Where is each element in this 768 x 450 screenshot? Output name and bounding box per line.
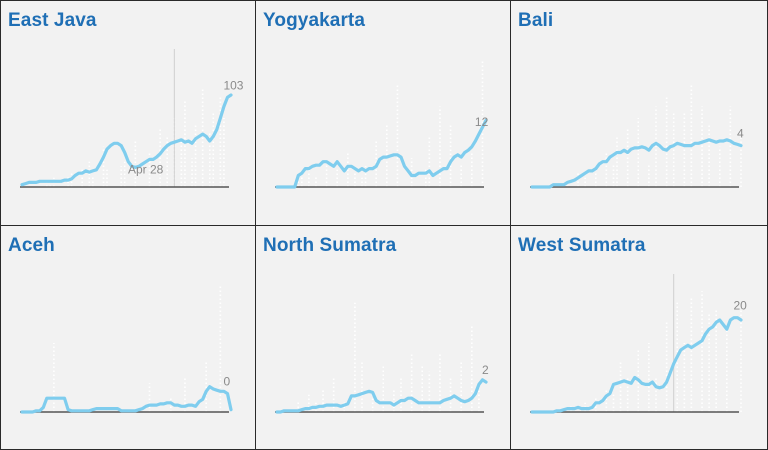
panel-title: East Java [8,10,97,31]
value-label: 20 [733,299,747,313]
chart-west-sumatra: 20 [530,274,747,414]
trend-line [530,138,743,189]
chart-yogyakarta: 12 [275,60,489,189]
panel-east-java: East Java 103 Apr 28 [0,0,256,226]
panel-title: West Sumatra [518,235,646,256]
chart-aceh: 0 [20,285,233,414]
value-label: 103 [223,78,243,92]
trend-line [275,118,488,189]
panel-north-sumatra: North Sumatra 2 [255,225,511,450]
panel-title: Aceh [8,235,55,256]
trend-line [275,378,488,414]
trend-line [20,385,233,414]
panel-title: North Sumatra [263,235,397,256]
panel-title: Bali [518,10,554,31]
panel-bali: Bali 4 [510,0,768,226]
panel-west-sumatra: West Sumatra 20 [510,225,768,450]
trend-line [530,316,743,414]
panel-title: Yogyakarta [263,10,366,31]
value-label: 4 [737,127,744,141]
value-label: 2 [482,363,489,377]
value-label: Apr 28 [128,163,164,177]
value-label: 0 [223,375,230,389]
value-label: 12 [475,115,489,129]
chart-bali: 4 [530,83,744,189]
chart-north-sumatra: 2 [275,302,489,414]
panel-yogyakarta: Yogyakarta 12 [255,0,511,226]
chart-east-java: 103 Apr 28 [20,49,244,188]
trend-line [20,93,233,187]
panel-aceh: Aceh 0 [0,225,256,450]
